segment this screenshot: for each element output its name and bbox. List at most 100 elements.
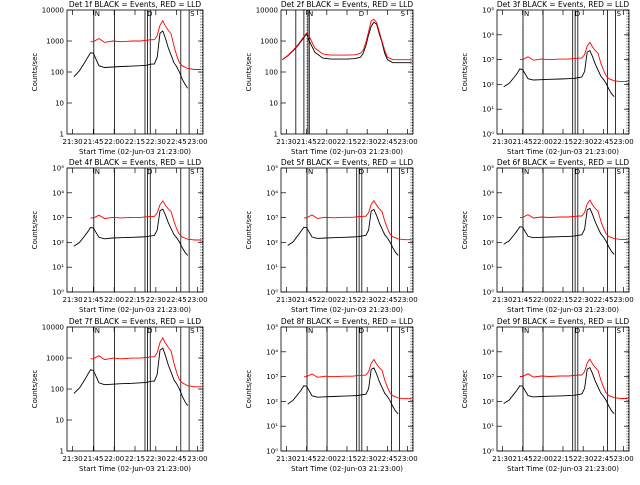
panel-9-marker-label-1: N — [524, 327, 529, 335]
panel-7-series-lld-line — [90, 336, 202, 388]
panel-4-y-tick-label-4: 10³ — [52, 214, 64, 222]
panel-4-axes-frame — [66, 167, 204, 293]
panel-7-title: Det 7f BLACK = Events, RED = LLD — [69, 317, 202, 326]
panel-2-title: Det 2f BLACK = Events, RED = LLD — [281, 0, 414, 9]
panel-2-y-tick-label-3: 100 — [265, 69, 278, 77]
panel-6-x-tick-label-4: 22:15 — [553, 296, 573, 304]
panel-5-x-tick-label-2: 21:45 — [296, 296, 316, 304]
panel-3-y-tick-label-4: 10³ — [482, 56, 494, 64]
panel-8-x-tick-label-6: 22:45 — [377, 455, 397, 463]
panel-8-y-axis-label: Counts/sec — [245, 370, 253, 409]
panel-5-x-tick-label-4: 22:15 — [337, 296, 357, 304]
panel-2-x-axis-label: Start Time (02-Jun-03 21:23:00) — [291, 148, 403, 156]
panel-6-y-tick-label-2: 10¹ — [482, 264, 494, 272]
panel-1-marker-label-1: N — [95, 10, 100, 18]
panel-5-y-tick-label-2: 10¹ — [266, 264, 278, 272]
panel-9-y-tick-label-1: 10⁰ — [482, 448, 494, 456]
panel-9-axes-frame — [496, 326, 630, 452]
panel-6-x-axis-label: Start Time (02-Jun-03 21:23:00) — [507, 306, 619, 314]
panel-8-y-tick-label-5: 10⁴ — [266, 348, 278, 356]
panel-4-y-axis-label: Counts/sec — [31, 211, 39, 250]
panel-2-y-tick-label-1: 1 — [274, 131, 278, 139]
panel-9-y-tick-label-3: 10² — [482, 398, 494, 406]
panel-7-x-tick-label-5: 22:30 — [146, 455, 166, 463]
panel-5-series-lld-line — [303, 199, 412, 241]
panel-9-y-tick-label-6: 10⁵ — [482, 324, 494, 332]
panel-9-x-tick-label-3: 22:00 — [533, 455, 553, 463]
panel-9-series-lld-line — [519, 358, 628, 399]
panel-9-marker-label-2: D — [575, 327, 580, 335]
panel-2-y-tick-label-2: 10 — [269, 100, 278, 108]
panel-1-x-tick-label-2: 21:45 — [83, 138, 103, 146]
panel-8-marker-label-3: S — [401, 327, 406, 335]
panel-4-x-tick-label-4: 22:15 — [125, 296, 145, 304]
panel-6-title: Det 6f BLACK = Events, RED = LLD — [497, 158, 630, 167]
panel-5-x-tick-label-6: 22:45 — [377, 296, 397, 304]
panel-9-x-tick-label-2: 21:45 — [512, 455, 532, 463]
panel-5-y-tick-label-5: 10⁴ — [266, 189, 278, 197]
panel-5-marker-label-1: N — [308, 168, 313, 176]
panel-4-y-tick-label-1: 10⁰ — [52, 289, 64, 297]
panel-1-title: Det 1f BLACK = Events, RED = LLD — [69, 0, 202, 9]
panel-2-y-tick-label-5: 10000 — [256, 7, 278, 15]
panel-5-y-tick-label-6: 10⁵ — [266, 165, 278, 173]
panel-5-x-tick-label-1: 21:30 — [276, 296, 296, 304]
panel-4-y-tick-label-2: 10¹ — [52, 264, 64, 272]
panel-5-title: Det 5f BLACK = Events, RED = LLD — [281, 158, 414, 167]
panel-1-y-axis-label: Counts/sec — [31, 53, 39, 92]
panel-9-y-axis-label: Counts/sec — [461, 370, 469, 409]
panel-4-x-tick-label-1: 21:30 — [62, 296, 82, 304]
panel-1-x-axis-label: Start Time (02-Jun-03 21:23:00) — [79, 148, 191, 156]
panel-7-marker-label-2: D — [147, 327, 152, 335]
panel-2-y-tick-label-4: 1000 — [260, 38, 278, 46]
panel-8-x-tick-label-3: 22:00 — [317, 455, 337, 463]
panel-9-series-events-line — [503, 366, 615, 415]
panel-1-y-tick-label-5: 10000 — [42, 7, 64, 15]
panel-1-y-tick-label-3: 100 — [51, 69, 64, 77]
panel-3-x-tick-label-5: 22:30 — [573, 138, 593, 146]
panel-4-y-tick-label-3: 10² — [52, 239, 64, 247]
panel-4-x-tick-label-6: 22:45 — [167, 296, 187, 304]
panel-5-marker-label-2: D — [359, 168, 364, 176]
panel-8-y-tick-label-1: 10⁰ — [266, 448, 278, 456]
panel-7-x-axis-label: Start Time (02-Jun-03 21:23:00) — [79, 465, 191, 473]
panel-7-y-tick-label-1: 1 — [60, 448, 64, 456]
panel-2-marker-label-3: S — [401, 10, 406, 18]
panel-4-series-lld-line — [90, 200, 202, 241]
panel-4-x-axis-label: Start Time (02-Jun-03 21:23:00) — [79, 306, 191, 314]
panel-1-x-tick-label-5: 22:30 — [146, 138, 166, 146]
panel-5-marker-label-3: S — [401, 168, 406, 176]
panel-4-y-tick-label-5: 10⁴ — [52, 189, 64, 197]
panel-6-x-tick-label-2: 21:45 — [512, 296, 532, 304]
panel-6-y-tick-label-4: 10³ — [482, 214, 494, 222]
panel-7-y-tick-label-4: 1000 — [46, 355, 64, 363]
panel-2-series-lld-line — [282, 18, 412, 61]
panel-8-axes-frame — [280, 326, 414, 452]
panel-7-x-tick-label-7: 23:00 — [187, 455, 207, 463]
panel-4-x-tick-label-5: 22:30 — [146, 296, 166, 304]
panel-9-marker-label-3: S — [617, 327, 622, 335]
panel-6-y-axis-label: Counts/sec — [461, 211, 469, 250]
panel-1-axes-frame — [66, 9, 204, 135]
panel-1-marker-label-2: D — [147, 10, 152, 18]
panel-4-marker-label-2: D — [147, 168, 152, 176]
panel-1-y-tick-label-4: 1000 — [46, 38, 64, 46]
panel-6-x-tick-label-6: 22:45 — [593, 296, 613, 304]
panel-4-marker-label-1: N — [95, 168, 100, 176]
panel-8-x-tick-label-7: 23:00 — [398, 455, 418, 463]
panel-7-x-tick-label-4: 22:15 — [125, 455, 145, 463]
panel-8-x-tick-label-5: 22:30 — [357, 455, 377, 463]
panel-9-y-tick-label-5: 10⁴ — [482, 348, 494, 356]
panel-3-y-tick-label-1: 10⁰ — [482, 131, 494, 139]
panel-3-x-tick-label-6: 22:45 — [593, 138, 613, 146]
panel-5-y-tick-label-4: 10³ — [266, 214, 278, 222]
panel-3-marker-label-3: S — [617, 10, 622, 18]
panel-8-y-tick-label-3: 10² — [266, 398, 278, 406]
panel-9-y-tick-label-4: 10³ — [482, 373, 494, 381]
panel-5-y-tick-label-1: 10⁰ — [266, 289, 278, 297]
panel-6-series-lld-line — [519, 199, 628, 240]
panel-7-x-tick-label-1: 21:30 — [62, 455, 82, 463]
panel-7-marker-label-3: S — [190, 327, 195, 335]
panel-7-axes-frame — [66, 326, 204, 452]
